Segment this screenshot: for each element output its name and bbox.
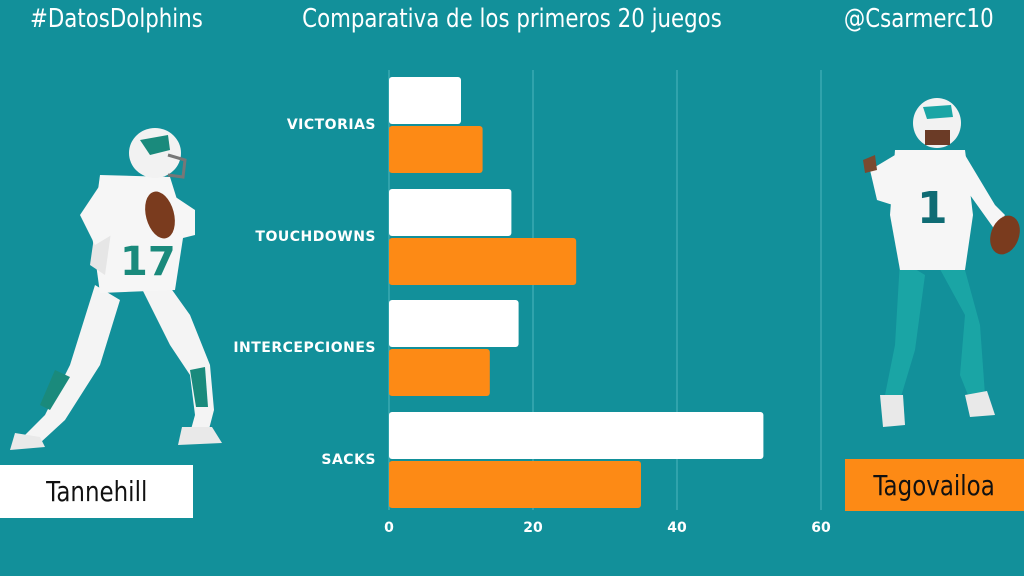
hashtag-label: #DatosDolphins xyxy=(30,4,203,34)
tannehill-name-label: Tannehill xyxy=(0,465,193,518)
bar-tannehill-touchdowns xyxy=(389,189,512,236)
tagovailoa-player-image: 1 xyxy=(863,98,1020,427)
chart-title: Comparativa de los primeros 20 juegos xyxy=(302,4,722,34)
bar-tagovailoa-touchdowns xyxy=(389,238,577,285)
x-tick-label: 0 xyxy=(384,520,394,536)
svg-text:17: 17 xyxy=(120,239,176,285)
author-handle: @Csarmerc10 xyxy=(844,4,994,34)
bar-tannehill-intercepciones xyxy=(389,300,519,347)
category-label: VICTORIAS xyxy=(287,117,376,133)
category-label: TOUCHDOWNS xyxy=(255,229,376,245)
category-label: INTERCEPCIONES xyxy=(233,340,376,356)
bar-tagovailoa-intercepciones xyxy=(389,349,490,396)
x-tick-label: 40 xyxy=(667,520,687,536)
svg-text:1: 1 xyxy=(917,183,948,234)
x-tick-label: 20 xyxy=(523,520,543,536)
tannehill-player-image: 17 xyxy=(10,128,222,450)
x-tick-label: 60 xyxy=(811,520,831,536)
bar-tannehill-sacks xyxy=(389,412,764,459)
bar-tagovailoa-sacks xyxy=(389,461,641,508)
tagovailoa-name-label: Tagovailoa xyxy=(845,459,1024,511)
bar-tagovailoa-victorias xyxy=(389,126,483,173)
bar-tannehill-victorias xyxy=(389,77,461,124)
category-label: SACKS xyxy=(321,452,376,468)
